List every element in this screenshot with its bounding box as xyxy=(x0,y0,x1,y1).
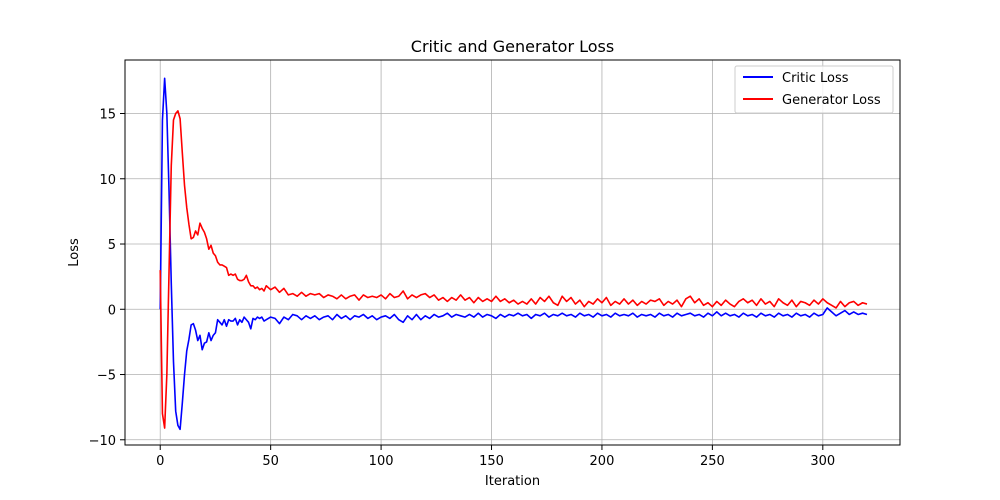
x-tick-label: 150 xyxy=(479,454,504,469)
chart-title: Critic and Generator Loss xyxy=(411,37,614,56)
y-axis-label: Loss xyxy=(67,238,82,267)
y-tick-label: 15 xyxy=(99,108,116,123)
x-tick-label: 250 xyxy=(700,454,725,469)
x-axis: 0 50 100 150 200 250 300 xyxy=(156,445,835,469)
legend-label-critic-loss: Critic Loss xyxy=(782,71,849,86)
legend-box xyxy=(734,65,894,114)
x-tick-label: 200 xyxy=(590,454,615,469)
x-tick-label: 50 xyxy=(262,454,279,469)
y-axis: −10 −5 0 5 10 15 xyxy=(89,108,125,449)
y-tick-label: 10 xyxy=(99,173,116,188)
y-tick-label: −5 xyxy=(97,369,116,384)
series-layer xyxy=(159,77,868,431)
y-tick-label: 5 xyxy=(108,238,116,253)
x-axis-label: Iteration xyxy=(485,474,540,489)
series-line-critic-loss xyxy=(159,77,868,431)
plot-frame xyxy=(124,59,901,446)
y-tick-label: −10 xyxy=(89,434,116,449)
y-tick-label: 0 xyxy=(108,303,116,318)
legend: Critic Loss Generator Loss xyxy=(734,65,894,114)
x-tick-label: 300 xyxy=(810,454,835,469)
legend-label-generator-loss: Generator Loss xyxy=(782,93,881,108)
x-tick-label: 100 xyxy=(369,454,394,469)
series-line-generator-loss xyxy=(159,110,868,429)
x-tick-label: 0 xyxy=(156,454,164,469)
grid-lines xyxy=(125,60,900,445)
